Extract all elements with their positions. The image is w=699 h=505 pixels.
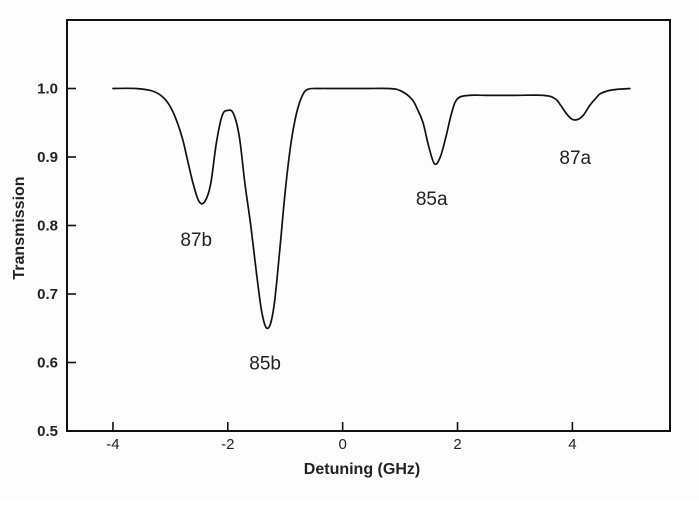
peak-label-87a: 87a bbox=[559, 148, 591, 169]
y-tick-label: 0.5 bbox=[37, 423, 58, 440]
x-tick-label: 4 bbox=[568, 436, 576, 453]
x-tick-label: 2 bbox=[453, 436, 461, 453]
x-axis-title: Detuning (GHz) bbox=[304, 461, 420, 478]
peak-labels: 87b 85b 85a 87a bbox=[180, 148, 591, 375]
plot-frame bbox=[66, 19, 671, 432]
y-axis-title: Transmission bbox=[11, 176, 28, 279]
peak-label-87b: 87b bbox=[180, 230, 212, 251]
y-tick-label: 0.7 bbox=[37, 286, 58, 303]
y-tick-label: 0.6 bbox=[37, 355, 58, 372]
y-tick-label: 0.8 bbox=[37, 218, 58, 235]
peak-label-85a: 85a bbox=[416, 189, 448, 210]
data-layer bbox=[112, 87, 631, 330]
x-tick-label: -4 bbox=[106, 436, 119, 453]
x-tick-label: -2 bbox=[221, 436, 234, 453]
y-tick-label: 1.0 bbox=[37, 81, 58, 98]
axis-ticks: -4 -2 0 2 4 0.5 0.6 0.7 0.8 0.9 1.0 bbox=[37, 81, 576, 454]
transmission-series-line bbox=[112, 87, 631, 330]
y-tick-label: 0.9 bbox=[37, 149, 58, 166]
x-tick-label: 0 bbox=[338, 436, 346, 453]
peak-label-85b: 85b bbox=[249, 354, 281, 375]
